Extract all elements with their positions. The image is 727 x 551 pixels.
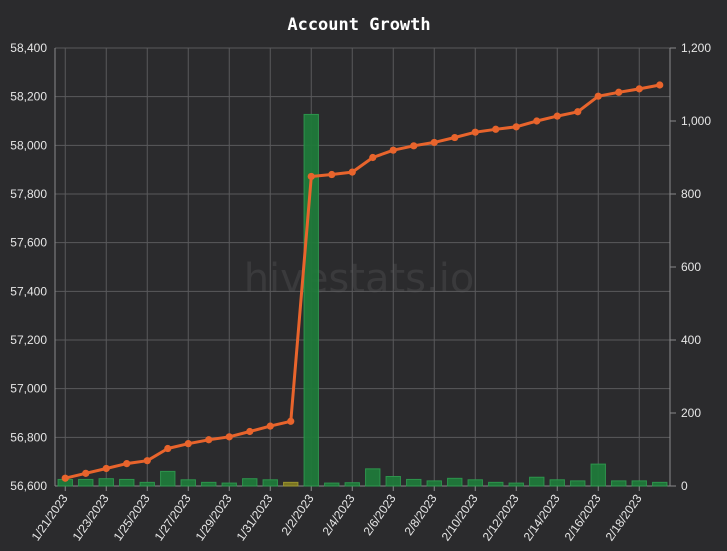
bar: [529, 476, 545, 487]
chart-title: Account Growth: [287, 15, 430, 35]
watermark: hivestats.io: [244, 256, 475, 302]
left-axis-tick-label: 57,200: [10, 333, 47, 347]
bar: [98, 478, 114, 487]
data-point: [184, 440, 192, 448]
x-axis-tick-label: 2/10/2023: [439, 491, 481, 543]
data-point: [287, 417, 295, 425]
bar: [119, 478, 135, 487]
left-axis-tick-label: 58,200: [10, 90, 47, 104]
left-axis-tick-label: 56,600: [10, 479, 47, 493]
bar: [467, 479, 483, 487]
x-axis-tick-label: 2/6/2023: [360, 491, 398, 538]
data-point: [102, 464, 110, 473]
bar: [426, 480, 442, 487]
bar: [365, 468, 381, 487]
left-axis-tick-label: 58,400: [10, 41, 47, 55]
data-point: [307, 172, 315, 181]
data-point: [246, 427, 254, 436]
x-axis-tick-label: 2/12/2023: [480, 491, 522, 543]
data-point: [61, 474, 69, 482]
x-axis-tick-label: 1/31/2023: [234, 491, 276, 543]
data-point: [266, 422, 274, 430]
bar: [406, 478, 422, 487]
x-axis-tick-label: 1/23/2023: [70, 491, 112, 543]
x-axis-tick-label: 2/14/2023: [521, 491, 563, 543]
bar: [283, 481, 299, 487]
data-point: [225, 433, 233, 441]
right-axis-tick-label: 1,200: [681, 41, 711, 55]
bar: [385, 476, 401, 487]
bar: [508, 482, 524, 487]
data-point: [451, 133, 459, 142]
data-point: [82, 469, 90, 477]
data-point: [512, 123, 520, 131]
bar: [78, 478, 94, 487]
x-axis-tick-label: 2/2/2023: [278, 491, 316, 538]
data-point: [389, 146, 397, 154]
bar: [549, 479, 565, 487]
bar: [242, 478, 258, 487]
data-point: [143, 457, 151, 465]
data-point: [635, 85, 643, 93]
bar: [180, 479, 196, 487]
x-axis-tick-label: 2/4/2023: [319, 491, 357, 538]
bar: [344, 482, 360, 487]
x-axis-tick-label: 1/25/2023: [111, 491, 153, 543]
data-point: [471, 128, 479, 136]
data-point: [553, 112, 561, 120]
data-point: [574, 108, 582, 116]
bar: [590, 463, 606, 487]
bar: [262, 479, 278, 487]
bar: [160, 470, 176, 487]
bar: [488, 481, 504, 487]
data-point: [328, 170, 336, 179]
right-axis-tick-label: 200: [681, 406, 701, 420]
data-point: [164, 444, 172, 453]
left-axis-tick-label: 57,000: [10, 382, 47, 396]
bar: [221, 482, 237, 487]
bar: [201, 481, 217, 487]
right-axis-tick-label: 800: [681, 187, 701, 201]
data-point: [348, 168, 356, 176]
data-point: [492, 125, 500, 133]
data-point: [533, 117, 541, 125]
bar: [611, 480, 627, 487]
right-axis-tick-label: 1,000: [681, 114, 711, 128]
x-axis-tick-label: 1/27/2023: [152, 491, 194, 543]
data-point: [205, 436, 213, 444]
left-axis-tick-label: 58,000: [10, 138, 47, 152]
bar: [570, 480, 586, 487]
data-point: [656, 81, 664, 89]
x-axis-tick-label: 1/29/2023: [193, 491, 235, 543]
data-point: [410, 142, 418, 150]
x-axis-tick-label: 2/18/2023: [603, 491, 645, 543]
data-point: [430, 138, 438, 147]
bar: [652, 481, 668, 487]
left-axis-tick-label: 57,800: [10, 187, 47, 201]
x-axis-tick-label: 2/16/2023: [562, 491, 604, 543]
bar: [447, 477, 463, 487]
left-axis-tick-label: 56,800: [10, 430, 47, 444]
left-axis-tick-label: 57,400: [10, 284, 47, 298]
grid: [55, 47, 670, 487]
x-axis-tick-label: 1/21/2023: [29, 491, 71, 543]
bar: [303, 113, 319, 487]
right-axis-tick-label: 0: [681, 479, 688, 493]
bar: [324, 482, 340, 487]
x-axis-tick-label: 2/8/2023: [401, 491, 439, 538]
bar: [139, 481, 155, 487]
left-axis-tick-label: 57,600: [10, 236, 47, 250]
right-axis-tick-label: 600: [681, 260, 701, 274]
data-point: [123, 460, 131, 468]
data-point: [369, 153, 377, 162]
data-point: [615, 88, 623, 96]
right-axis-tick-label: 400: [681, 333, 701, 347]
data-point: [594, 92, 602, 100]
bar: [631, 480, 647, 487]
